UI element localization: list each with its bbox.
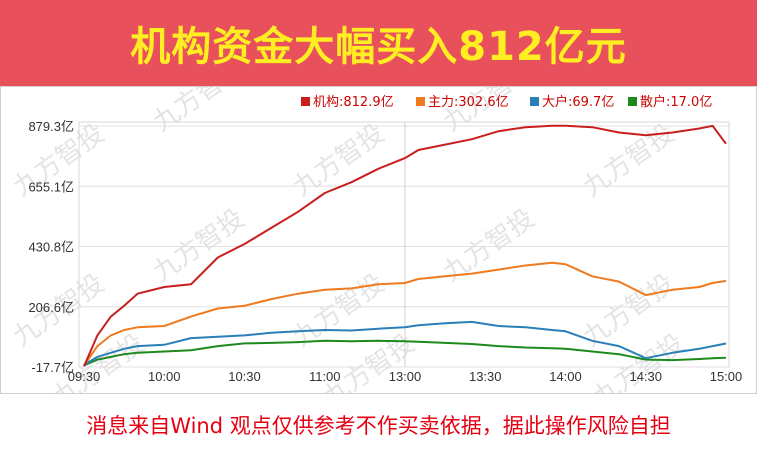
x-tick-label: 09:30 xyxy=(68,369,101,384)
banner-title: 机构资金大幅买入812亿元 xyxy=(130,24,627,70)
legend-swatch xyxy=(301,97,310,106)
legend-swatch xyxy=(416,97,425,106)
y-tick-label: -17.7亿 xyxy=(31,360,74,375)
watermark-text: 九方智投 xyxy=(288,118,390,202)
legend-label: 散户:17.0亿 xyxy=(640,94,712,110)
y-tick-label: 430.8亿 xyxy=(28,240,74,255)
x-tick-label: 13:00 xyxy=(389,369,422,384)
x-tick-label: 15:00 xyxy=(710,369,743,384)
watermark-text: 九方智投 xyxy=(578,118,680,202)
y-tick-label: 879.3亿 xyxy=(28,119,74,134)
y-tick-label: 206.6亿 xyxy=(28,300,74,315)
legend-label: 主力:302.6亿 xyxy=(428,95,509,110)
legend-swatch xyxy=(530,97,539,106)
legend-swatch xyxy=(628,97,637,106)
series-line-大户 xyxy=(83,320,727,366)
x-tick-label: 13:30 xyxy=(469,369,502,384)
y-tick-label: 655.1亿 xyxy=(28,179,74,194)
series-line-机构 xyxy=(83,124,727,367)
x-tick-label: 11:00 xyxy=(309,369,341,384)
watermark-text: 九方智投 xyxy=(148,87,250,138)
x-tick-label: 14:30 xyxy=(629,369,662,384)
x-tick-label: 14:00 xyxy=(549,369,582,384)
legend-label: 大户:69.7亿 xyxy=(542,94,614,110)
title-banner: 机构资金大幅买入812亿元 xyxy=(0,0,757,86)
x-tick-label: 10:30 xyxy=(228,369,261,384)
x-tick-label: 10:00 xyxy=(148,369,181,384)
disclaimer-text: 消息来自Wind 观点仅供参考不作买卖依据，据此操作风险自担 xyxy=(86,414,671,438)
legend-label: 机构:812.9亿 xyxy=(313,95,394,110)
series-line-散户 xyxy=(83,339,727,367)
chart-panel: 九方智投 九方智投 九方智投 九方智投 九方智投 九方智投 九方智投 九方智投 九方智投 九方智投… xyxy=(0,86,757,394)
line-chart: 九方智投九方智投九方智投九方智投九方智投九方智投九方智投九方智投九方智投九方智投… xyxy=(8,87,743,393)
series-line-主力 xyxy=(83,261,727,367)
